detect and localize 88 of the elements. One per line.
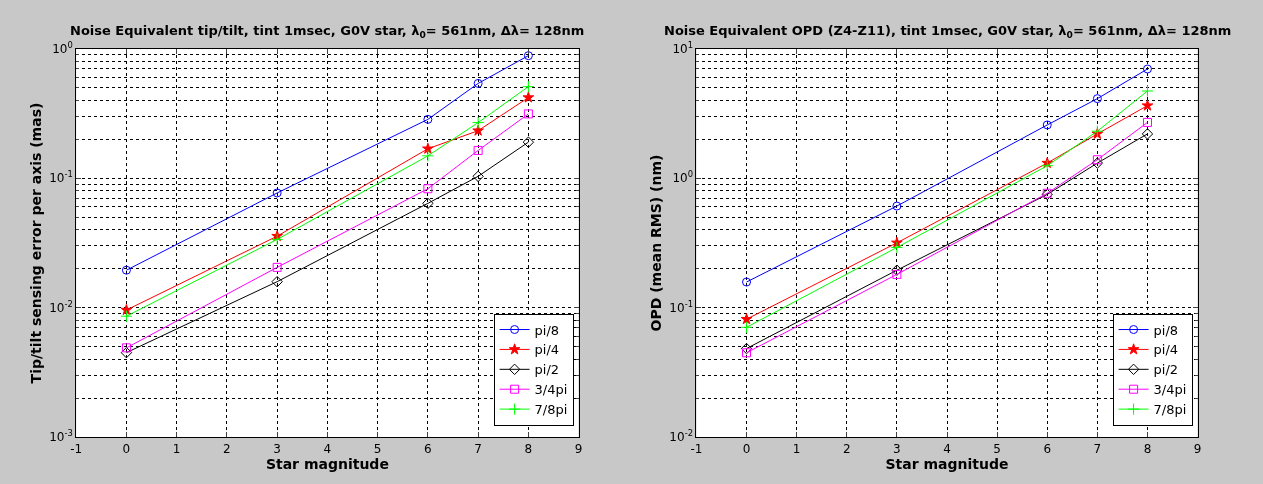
point <box>742 277 752 287</box>
x-tick-label: 3 <box>893 441 901 456</box>
point <box>740 342 753 355</box>
point <box>1092 94 1102 104</box>
point <box>522 80 535 93</box>
point <box>1142 117 1152 127</box>
y-tick-label: 10$^{-2}$ <box>669 428 693 445</box>
point <box>1141 128 1154 140</box>
point <box>1092 155 1102 165</box>
y-axis-title: Tip/tilt sensing error per axis (mas) <box>27 102 44 384</box>
y-tick-label: 10$^{0}$ <box>52 39 73 56</box>
x-axis-title: Star magnitude <box>265 455 389 472</box>
legend-label: pi/4 <box>534 342 560 358</box>
x-tick-label: 5 <box>993 441 1001 456</box>
point <box>891 264 903 276</box>
point <box>472 116 485 129</box>
x-tick-label: 8 <box>1143 441 1152 456</box>
point <box>271 275 283 288</box>
y-tick-label: 10$^{1}$ <box>672 39 693 56</box>
point <box>523 51 533 61</box>
x-tick-label: 4 <box>943 441 951 456</box>
x-tick-label: 0 <box>122 441 131 456</box>
point <box>120 303 133 316</box>
point <box>472 170 484 183</box>
y-tick-label: 10$^{-2}$ <box>49 298 73 315</box>
x-tick-label: 6 <box>424 441 432 456</box>
point <box>740 313 753 325</box>
point <box>1142 64 1152 74</box>
chart-title: Noise Equivalent OPD (Z4-Z11), tint 1msec, G0V star, λ$_{0}$= 561nm, Δλ= 128nm <box>664 23 1232 40</box>
x-tick-label: 8 <box>524 441 533 456</box>
x-tick-label: 4 <box>323 441 332 456</box>
x-tick-label: 6 <box>1043 441 1052 456</box>
x-tick-label: 1 <box>172 441 181 456</box>
x-tick-label: -1 <box>70 441 83 456</box>
legend-label: 7/8pi <box>534 402 568 418</box>
legend-label: pi/8 <box>534 322 560 338</box>
point <box>1091 157 1104 169</box>
x-tick-label: 0 <box>742 441 751 456</box>
x-tick-label: 7 <box>1093 441 1102 456</box>
point <box>121 265 131 275</box>
legend-label: 3/4pi <box>534 382 568 398</box>
point <box>423 184 433 194</box>
y-tick-label: 10$^{-1}$ <box>669 298 693 315</box>
point <box>422 197 434 210</box>
legend-label: pi/2 <box>534 362 560 378</box>
point <box>523 109 533 119</box>
x-tick-label: 2 <box>842 441 851 456</box>
legend-label: 7/8pi <box>1153 402 1187 418</box>
x-tick-label: 5 <box>373 441 382 456</box>
point <box>473 145 483 155</box>
x-tick-label: 2 <box>223 441 231 456</box>
point <box>472 124 484 136</box>
point <box>1141 99 1154 111</box>
point <box>120 346 133 359</box>
x-axis-title: Star magnitude <box>885 455 1009 472</box>
point <box>121 343 131 353</box>
x-tick-label: 9 <box>574 441 583 456</box>
point <box>522 91 535 103</box>
y-tick-label: 10$^{-3}$ <box>49 428 73 445</box>
point <box>522 136 535 148</box>
point <box>473 78 483 88</box>
point <box>890 241 903 254</box>
point <box>740 321 753 334</box>
x-tick-label: 9 <box>1193 441 1202 456</box>
point <box>1141 84 1154 98</box>
point <box>272 188 282 198</box>
point <box>742 348 752 358</box>
y-axis-title: OPD (mean RMS) (nm) <box>647 154 664 332</box>
x-tick-label: -1 <box>690 441 703 456</box>
x-tick-label: 3 <box>273 441 281 456</box>
x-tick-label: 7 <box>474 441 482 456</box>
y-tick-label: 10$^{0}$ <box>672 169 693 186</box>
legend-label: pi/2 <box>1153 362 1179 378</box>
legend-label: 3/4pi <box>1153 382 1187 398</box>
point <box>892 201 902 211</box>
y-tick-label: 10$^{-1}$ <box>49 169 73 186</box>
point <box>271 233 284 246</box>
legend-label: pi/4 <box>1153 342 1179 358</box>
point <box>421 149 434 162</box>
point <box>272 262 282 272</box>
point <box>120 310 133 323</box>
legend-label: pi/8 <box>1153 322 1179 338</box>
chart-title: Noise Equivalent tip/tilt, tint 1msec, G0V star, λ$_{0}$= 561nm, Δλ= 128nm <box>70 23 585 40</box>
point <box>892 269 902 279</box>
point <box>422 142 434 154</box>
point <box>1042 120 1052 130</box>
x-tick-label: 1 <box>792 441 801 456</box>
point <box>423 114 433 124</box>
